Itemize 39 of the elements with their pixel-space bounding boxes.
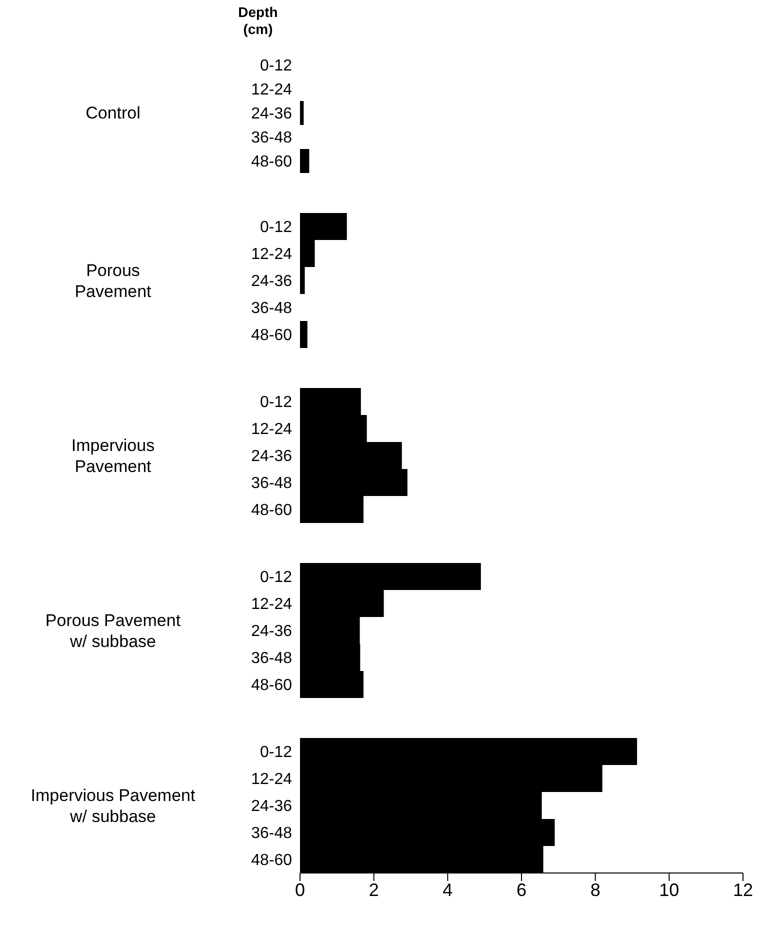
- y-axis-title: Porous Pavement: [74, 260, 152, 302]
- y-tick-label: 24-36: [251, 106, 292, 123]
- y-tick-label: 24-36: [251, 798, 292, 816]
- y-tick-label: 36-48: [251, 300, 292, 318]
- x-tick-label: 2: [368, 880, 379, 900]
- y-tick-label: 48-60: [251, 677, 292, 694]
- y-tick-label: 12-24: [251, 771, 292, 788]
- y-tick-label: 48-60: [251, 502, 292, 520]
- y-tick-label: 0-12: [260, 744, 292, 762]
- x-tick-label: 4: [442, 880, 453, 900]
- y-tick-label: 48-60: [251, 154, 292, 171]
- x-tick-label: 8: [590, 880, 600, 900]
- y-tick-label: 24-36: [251, 623, 292, 640]
- y-tick-label: 0-12: [260, 394, 292, 412]
- y-tick-label: 36-48: [251, 825, 292, 842]
- y-tick-label: 24-36: [251, 273, 292, 290]
- x-tick-label: 0: [294, 880, 306, 900]
- y-axis-title: Impervious Pavement w/ subbase: [30, 784, 196, 826]
- y-tick-label: 12-24: [251, 246, 292, 264]
- y-axis-title: Impervious Pavement: [70, 434, 156, 476]
- y-tick-label: 0-12: [260, 58, 292, 75]
- y-axis-title: Porous Pavement w/ subbase: [44, 610, 182, 652]
- y-tick-label: 36-48: [251, 650, 292, 668]
- x-tick-label: 6: [516, 880, 527, 900]
- y-tick-label: 12-24: [251, 421, 292, 438]
- y-tick-label: 12-24: [251, 82, 292, 99]
- x-tick-label: 10: [659, 880, 680, 900]
- y-tick-label: 24-36: [251, 448, 292, 466]
- y-tick-label: 0-12: [260, 219, 292, 236]
- y-tick-label: 48-60: [251, 852, 292, 870]
- y-tick-label: 48-60: [251, 327, 292, 344]
- y-tick-label: 36-48: [251, 130, 292, 147]
- y-tick-label: 12-24: [251, 596, 292, 614]
- bar: [300, 321, 308, 348]
- y-tick-label: 0-12: [260, 569, 292, 586]
- y-tick-label: 36-48: [251, 475, 292, 492]
- x-tick-label: 12: [732, 880, 754, 900]
- y-axis-title: Control: [84, 102, 142, 124]
- text: Depth (cm): [237, 4, 279, 38]
